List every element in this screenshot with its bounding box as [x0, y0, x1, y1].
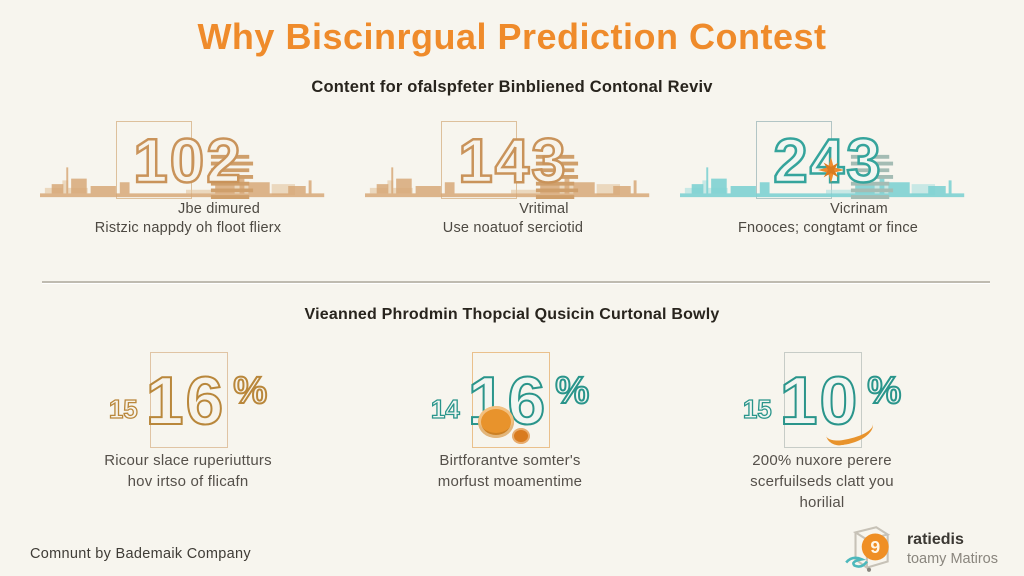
stat-frame: [441, 121, 517, 199]
percent-label: Birtforantve somter's morfust moamentime: [360, 450, 660, 492]
percent-small-value: 15: [742, 393, 772, 424]
stat-label: Fnooces; congtamt or fince: [737, 220, 919, 236]
coin-icon: [512, 428, 530, 444]
page-title: Why Biscinrgual Prediction Contest: [197, 16, 827, 57]
section-2-title: Vieanned Phrodmin Thopcial Qusicin Curto…: [304, 306, 720, 323]
logo-badge: 9: [870, 537, 880, 557]
percent-sign: %: [554, 369, 590, 413]
percent-label-line: morfust moamentime: [437, 473, 583, 490]
logo-tagline: toamy Matiros: [906, 551, 998, 567]
cube-logo-icon: 9: [845, 526, 891, 572]
stat-sublabel: Vicrinam: [830, 201, 888, 217]
stat-block-1: 102 Jbe dimured Ristzic nappdy oh floot …: [38, 113, 338, 243]
building-icon: [210, 154, 254, 199]
percent-label-line: scerfuilseds clatt you: [750, 473, 894, 490]
stat-value: 102: [132, 127, 243, 196]
star-icon: [818, 157, 844, 183]
percent-block-1: 15 16 % Ricour slace ruperiutturs hov ir…: [38, 350, 338, 510]
building-icon: [850, 154, 894, 199]
section-divider: [42, 281, 990, 284]
percent-block-2: 14 16 % Birtforantve somter's morfust mo…: [360, 350, 660, 510]
percent-label-line: Ricour slace ruperiutturs: [104, 452, 272, 469]
building-icon: [535, 154, 579, 199]
percent-sign: %: [232, 369, 268, 413]
percent-small-value: 14: [430, 393, 460, 424]
percent-label-line: Birtforantve somter's: [439, 452, 581, 469]
percent-figure: 15 16 %: [38, 350, 338, 452]
percent-value: 10: [779, 363, 860, 439]
percent-figure: 15 10 %: [672, 350, 972, 452]
percent-frame: [472, 352, 550, 448]
percent-label-line: 200% nuxore perere: [752, 452, 892, 469]
company-logo: 9 ratiedis toamy Matiros: [841, 524, 998, 574]
percent-frame: [784, 352, 862, 448]
page-subtitle: Content for ofalspfeter Binbliened Conto…: [311, 78, 713, 96]
percent-sign: %: [866, 369, 902, 413]
percent-frame: [150, 352, 228, 448]
percent-label-line: hov irtso of flicafn: [127, 473, 249, 490]
stat-label: Use noatuof serciotid: [442, 220, 584, 236]
logo-name: ratiedis: [906, 531, 964, 548]
percent-label: 200% nuxore perere scerfuilseds clatt yo…: [672, 450, 972, 513]
stat-label: Ristzic nappdy oh floot flierx: [94, 220, 282, 236]
percent-value: 16: [145, 363, 226, 439]
percent-small-value: 15: [108, 393, 138, 424]
coin-icon: [478, 406, 514, 438]
footer-credit: Comnunt by Bademaik Company: [30, 546, 251, 562]
logo-text: ratiedis toamy Matiros: [907, 531, 998, 567]
percent-label: Ricour slace ruperiutturs hov irtso of f…: [38, 450, 338, 492]
stat-sublabel: Jbe dimured: [178, 201, 260, 217]
percent-figure: 14 16 %: [360, 350, 660, 452]
stat-value: 143: [457, 127, 568, 196]
stat-sublabel: Vritimal: [519, 201, 569, 217]
stat-value: 243: [772, 127, 883, 196]
percent-label-line: horilial: [799, 494, 845, 511]
percent-block-3: 15 10 % 200% nuxore perere scerfuilseds …: [672, 350, 972, 513]
stat-block-2: 143 Vritimal Use noatuof serciotid: [363, 113, 663, 243]
stat-frame: [116, 121, 192, 199]
stat-block-3: 243 Vicrinam Fnooces; congtamt or fince: [678, 113, 978, 243]
